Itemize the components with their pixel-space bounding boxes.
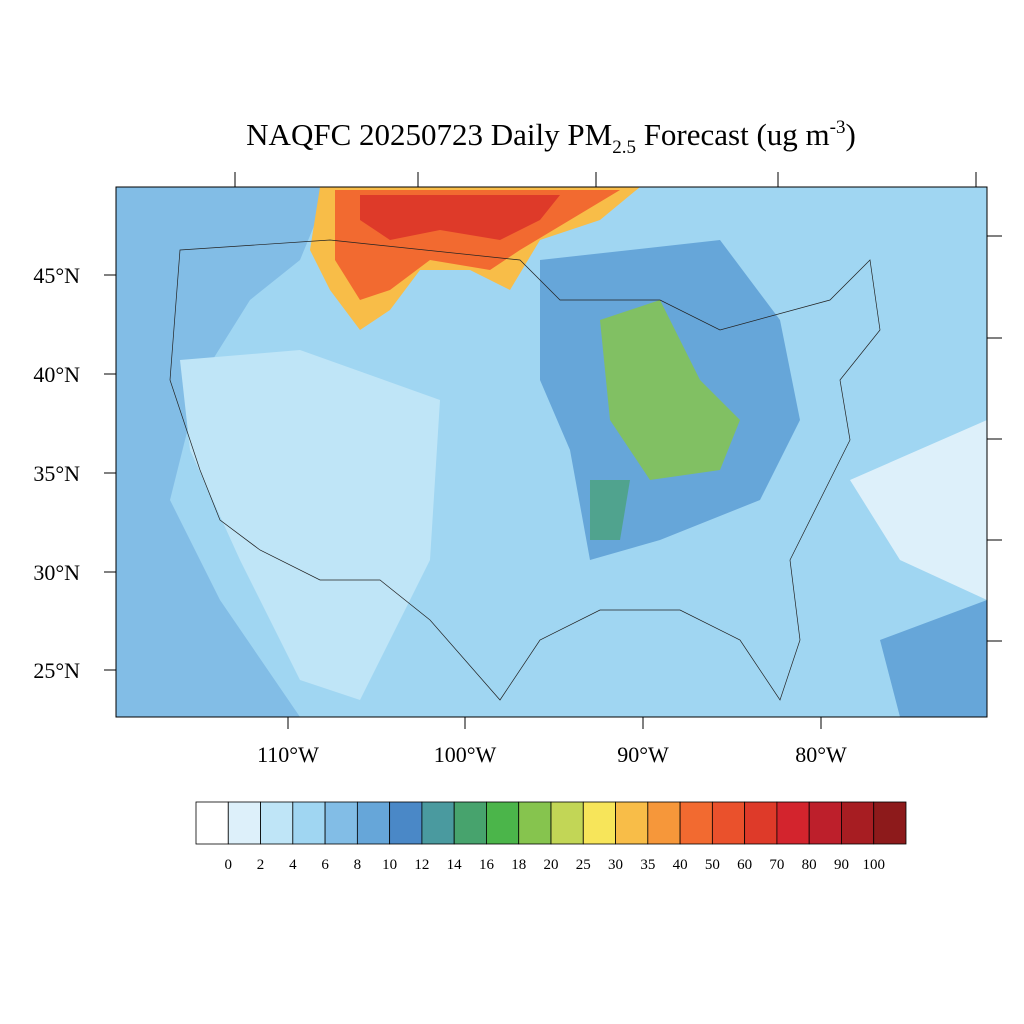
axes: 45°N 40°N 35°N 30°N 25°N 110°W 100°W 90°W 80°W <box>33 172 1002 767</box>
colorbar-box <box>195 801 229 845</box>
colorbar-label: 18 <box>511 857 526 873</box>
colorbar-box <box>841 801 875 845</box>
colorbar-box <box>615 801 649 845</box>
colorbar-box <box>744 801 778 845</box>
title-main: NAQFC 20250723 Daily PM <box>246 117 612 152</box>
colorbar-label: 90 <box>834 857 849 873</box>
colorbar-box <box>582 801 616 845</box>
lon-label: 90°W <box>617 742 669 767</box>
colorbar-label: 16 <box>479 857 495 873</box>
field-pacific <box>116 187 330 717</box>
lat-label: 25°N <box>33 658 80 683</box>
colorbar-label: 10 <box>382 857 397 873</box>
colorbar-box <box>550 801 584 845</box>
map-field <box>116 187 987 717</box>
colorbar-label: 80 <box>802 857 817 873</box>
colorbar-label: 100 <box>862 857 885 873</box>
colorbar-box <box>356 801 391 845</box>
colorbar-box <box>324 801 358 845</box>
map-frame <box>115 186 988 718</box>
colorbar-box <box>808 801 842 845</box>
colorbar-label: 20 <box>544 857 559 873</box>
lon-label: 110°W <box>257 742 319 767</box>
colorbar-label: 2 <box>257 857 265 873</box>
field-caribbean <box>880 600 987 717</box>
colorbar-box <box>389 801 423 845</box>
colorbar-box <box>453 801 487 845</box>
colorbar-box <box>711 801 746 845</box>
colorbar-label: 14 <box>447 857 463 873</box>
field-green-south <box>590 480 630 540</box>
colorbar-label: 4 <box>289 857 297 873</box>
lon-label: 100°W <box>434 742 497 767</box>
colorbar-label: 0 <box>225 857 233 873</box>
title-subscript: 2.5 <box>612 137 636 158</box>
title: NAQFC 20250723 Daily PM2.5 Forecast (ug … <box>246 117 856 158</box>
colorbar-box <box>518 801 552 845</box>
colorbar-box <box>227 801 261 845</box>
colorbar-label: 25 <box>576 857 591 873</box>
colorbar-label: 6 <box>321 857 329 873</box>
field-atlantic-clean <box>850 420 987 600</box>
colorbar-box <box>679 801 713 845</box>
lat-label: 35°N <box>33 461 80 486</box>
field-green <box>600 300 740 480</box>
colorbar-box <box>292 801 326 845</box>
colorbar-label: 35 <box>640 857 655 873</box>
lat-label: 40°N <box>33 362 80 387</box>
lat-label: 45°N <box>33 263 80 288</box>
colorbar-label: 12 <box>414 857 429 873</box>
title-superscript: -3 <box>830 117 846 138</box>
title-middle: Forecast (ug m <box>636 117 830 152</box>
lon-label: 80°W <box>795 742 847 767</box>
colorbar-box <box>260 801 294 845</box>
lat-label: 30°N <box>33 560 80 585</box>
colorbar-label: 30 <box>608 857 623 873</box>
colorbar-label: 70 <box>769 857 784 873</box>
us-outline <box>169 239 881 701</box>
field-west-clean <box>180 350 440 700</box>
colorbar: 0 2 4 6 8 10 12 14 16 18 20 25 30 35 40 50 60 70 80 90 100 <box>195 801 907 873</box>
colorbar-label: 8 <box>354 857 362 873</box>
colorbar-label: 50 <box>705 857 720 873</box>
colorbar-box <box>873 801 907 845</box>
colorbar-label: 60 <box>737 857 752 873</box>
field-smoke-core <box>360 195 560 240</box>
colorbar-box <box>647 801 681 845</box>
colorbar-box <box>421 801 455 845</box>
colorbar-box <box>486 801 520 845</box>
colorbar-box <box>776 801 810 845</box>
title-end: ) <box>845 117 855 152</box>
colorbar-label: 40 <box>673 857 688 873</box>
